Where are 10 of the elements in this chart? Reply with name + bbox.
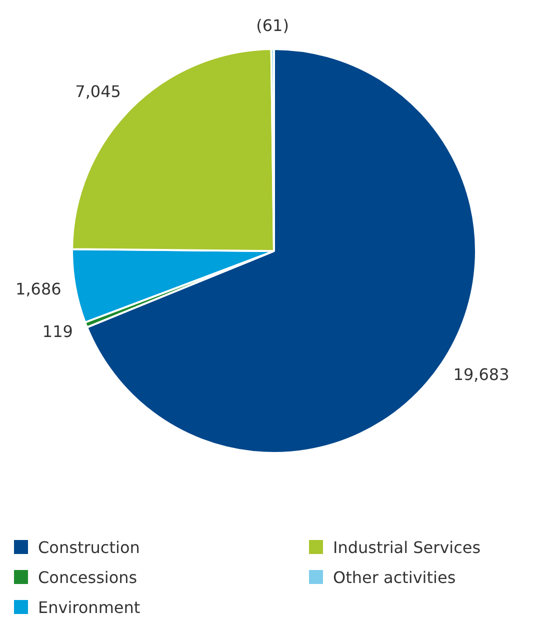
data-label: 7,045: [75, 82, 121, 102]
data-label: 1,686: [16, 279, 62, 298]
legend-label: Environment: [38, 598, 140, 616]
legend-label: Other activities: [333, 568, 456, 586]
data-label: (61): [256, 16, 289, 36]
legend-label: Concessions: [38, 568, 138, 586]
legend-label: Construction: [38, 538, 140, 556]
legend-label: Industrial Services: [333, 538, 481, 556]
data-label: 119: [42, 322, 73, 342]
data-label: 19,683: [453, 365, 510, 384]
